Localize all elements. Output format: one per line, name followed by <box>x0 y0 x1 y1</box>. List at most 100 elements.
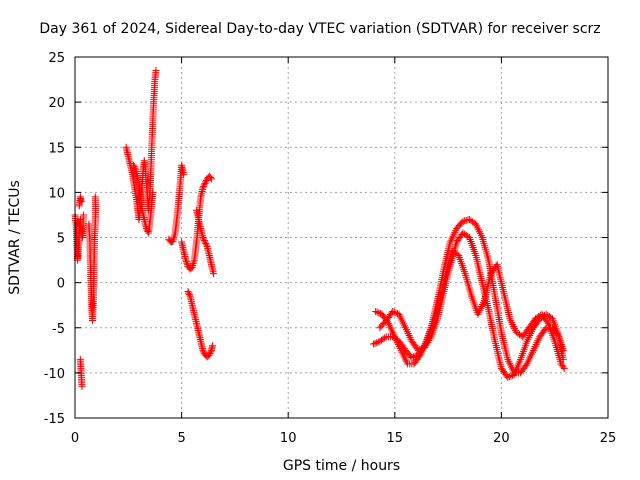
chart-title: Day 361 of 2024, Sidereal Day-to-day VTE… <box>39 21 600 37</box>
data-point <box>425 336 433 344</box>
data-point <box>78 382 86 390</box>
data-point <box>426 335 434 343</box>
data-point <box>381 334 389 342</box>
x-axis-label: GPS time / hours <box>283 458 400 474</box>
data-point <box>210 270 218 278</box>
data-point <box>543 318 551 326</box>
data-point <box>189 260 197 268</box>
data-point <box>152 67 160 75</box>
data-point <box>421 344 429 352</box>
data-point <box>200 348 208 356</box>
data-point <box>183 259 191 267</box>
data-point <box>422 342 430 350</box>
data-point <box>188 263 196 271</box>
data-point <box>200 182 208 190</box>
data-point <box>130 161 138 169</box>
data-point <box>408 354 416 362</box>
x-tick-label: 20 <box>493 431 510 446</box>
y-tick-label: -15 <box>44 412 65 427</box>
y-tick-label: 15 <box>48 141 65 156</box>
data-point <box>372 308 380 316</box>
data-point <box>149 188 157 196</box>
data-point <box>184 288 192 296</box>
data-point <box>417 345 425 353</box>
data-point <box>209 342 217 350</box>
data-point <box>202 176 210 184</box>
x-tick-label: 5 <box>177 431 185 446</box>
data-point <box>371 339 379 347</box>
data-point <box>207 175 215 183</box>
data-point <box>199 234 207 241</box>
series-arc-c <box>75 193 85 210</box>
data-point <box>390 308 398 316</box>
data-point <box>200 235 208 243</box>
data-point <box>505 373 513 381</box>
data-point <box>504 373 512 381</box>
data-point <box>182 258 190 266</box>
data-point <box>201 179 209 187</box>
series-arc-g <box>165 161 188 246</box>
data-point <box>77 197 85 205</box>
data-point <box>559 355 567 363</box>
series-arc-l <box>372 247 568 372</box>
data-point <box>206 349 214 357</box>
x-tick-label: 25 <box>600 431 617 446</box>
y-tick-label: 5 <box>57 232 65 247</box>
data-point <box>414 346 422 354</box>
data-point <box>373 308 381 316</box>
series-arc-j <box>193 206 218 278</box>
data-point <box>409 353 417 361</box>
data-point <box>202 240 210 248</box>
data-point <box>202 178 210 186</box>
y-tick-label: 10 <box>48 186 65 201</box>
y-tick-label: -10 <box>44 367 65 382</box>
data-point <box>374 338 382 346</box>
x-tick-label: 15 <box>387 431 404 446</box>
data-point <box>131 164 139 172</box>
y-tick-label: -5 <box>52 322 65 337</box>
data-point <box>183 261 191 269</box>
data-point <box>199 184 207 192</box>
data-point <box>424 338 432 346</box>
data-point <box>375 309 383 317</box>
data-point <box>130 163 138 171</box>
data-point <box>206 173 214 181</box>
x-tick-label: 0 <box>71 431 79 446</box>
data-point <box>205 351 213 359</box>
axis-ticks: 0 5 10 15 20 25 -15 -10 -5 0 5 10 15 20 25 <box>44 51 617 446</box>
y-tick-label: 20 <box>48 96 65 111</box>
data-point <box>185 291 193 299</box>
series-arc-i <box>184 288 217 361</box>
data-point <box>200 181 208 189</box>
series-arc-f <box>130 161 157 237</box>
series-arc-b <box>76 355 86 390</box>
data-point <box>180 170 188 178</box>
data-point <box>416 346 424 354</box>
data-point <box>189 261 197 269</box>
x-tick-label: 10 <box>280 431 297 446</box>
data-point <box>200 237 208 245</box>
data-point <box>201 238 209 246</box>
data-point <box>373 339 381 347</box>
data-point <box>392 309 400 317</box>
data-point <box>185 289 193 297</box>
data-point <box>423 340 431 348</box>
data-point <box>207 348 215 356</box>
data-point <box>559 363 567 371</box>
y-tick-label: 0 <box>57 277 65 292</box>
series-arc-m <box>376 229 567 381</box>
data-point <box>389 308 397 316</box>
data-point <box>369 340 377 348</box>
y-axis-label: SDTVAR / TECUs <box>7 180 23 295</box>
data-point <box>507 372 515 380</box>
y-tick-label: 25 <box>48 51 65 66</box>
plot-frame <box>74 56 609 419</box>
data-point <box>190 258 198 266</box>
data-point <box>202 241 210 249</box>
data-point <box>80 211 88 219</box>
data-point <box>182 256 190 264</box>
data-point <box>91 193 99 201</box>
grid-lines <box>75 57 608 418</box>
data-point <box>199 346 207 354</box>
